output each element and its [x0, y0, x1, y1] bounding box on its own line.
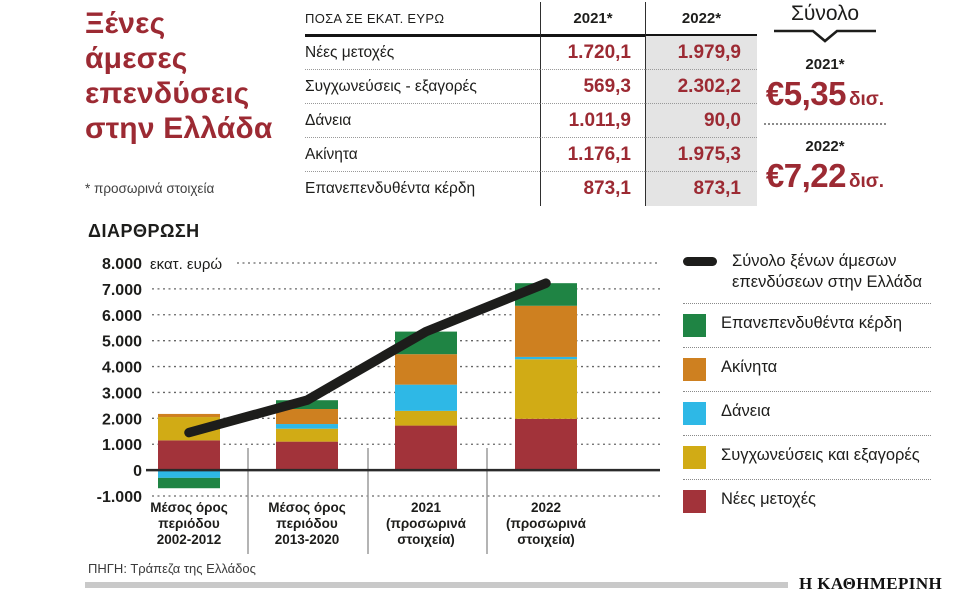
y-axis-tick-label: 0 — [133, 463, 142, 480]
x-axis-category-label: Μέσος όρος περιόδου 2002-2012 — [150, 500, 227, 547]
total-unit: δισ. — [849, 171, 885, 192]
x-axis-category-label: Μέσος όρος περιόδου 2013-2020 — [268, 500, 345, 547]
totals-heading: Σύνολο — [790, 2, 860, 25]
total-year-2021: 2021* — [805, 56, 845, 73]
page-title-line: επενδύσεις — [85, 77, 250, 110]
table-column-header-2022: 2022* — [645, 2, 757, 37]
y-axis-tick-label: 4.000 — [102, 360, 142, 377]
data-table: ΠΟΣΑ ΣΕ ΕΚΑΤ. ΕΥΡΩ 2021* 2022* Νέες μετο… — [305, 2, 757, 206]
bar-segment — [515, 356, 577, 360]
y-axis-tick-label: 7.000 — [102, 282, 142, 299]
y-axis-tick-label: 3.000 — [102, 385, 142, 402]
legend-line-swatch — [683, 257, 717, 266]
bar-segment — [158, 477, 220, 489]
total-unit: δισ. — [849, 89, 885, 110]
legend-label: Επανεπενδυθέντα κέρδη — [721, 314, 903, 332]
legend-item: Σύνολο ξένων άμεσων επενδύσεων στην Ελλά… — [683, 242, 931, 304]
bar-segment — [158, 470, 220, 478]
totals-panel: Σύνολο 2021* €5,35 δισ. 2022* €7,22 δισ. — [758, 2, 892, 195]
table-cell-2022: 90,0 — [645, 104, 757, 138]
bar-segment — [395, 354, 457, 385]
total-value: 5,35 — [783, 75, 847, 112]
bar-segment — [276, 424, 338, 429]
table-cell-2022: 1.975,3 — [645, 138, 757, 172]
legend-color-swatch — [683, 358, 706, 381]
page-title-line: Ξένες — [85, 7, 166, 40]
x-axis-category-label: 2022 (προσωρινά στοιχεία) — [506, 500, 587, 547]
bar-segment — [515, 359, 577, 419]
total-amount-2022: €7,22 δισ. — [758, 157, 892, 195]
legend-label: Ακίνητα — [721, 358, 778, 376]
chart-legend: Σύνολο ξένων άμεσων επενδύσεων στην Ελλά… — [683, 242, 931, 523]
table-cell-2021: 873,1 — [540, 172, 645, 206]
table-row-label: Δάνεια — [305, 104, 540, 138]
table-row-label: Νέες μετοχές — [305, 36, 540, 70]
total-amount-2021: €5,35 δισ. — [758, 75, 892, 113]
legend-label: Νέες μετοχές — [721, 490, 817, 508]
bar-segment — [158, 440, 220, 471]
page-title-line: στην Ελλάδα — [85, 112, 273, 145]
bar-segment — [276, 441, 338, 471]
table-cell-2021: 1.011,9 — [540, 104, 645, 138]
chart-heading: ΔΙΑΡΘΡΩΣΗ — [88, 221, 200, 241]
y-axis-tick-label: 5.000 — [102, 334, 142, 351]
table-cell-2021: 1.720,1 — [540, 36, 645, 70]
legend-item: Συγχωνεύσεις και εξαγορές — [683, 436, 931, 480]
y-axis-tick-label: 1.000 — [102, 437, 142, 454]
legend-item: Νέες μετοχές — [683, 480, 931, 523]
dotted-divider — [764, 123, 886, 125]
table-column-header-2021: 2021* — [540, 2, 645, 37]
footer-divider — [85, 582, 788, 588]
table-cell-2021: 569,3 — [540, 70, 645, 104]
bar-segment — [395, 410, 457, 426]
legend-label: Δάνεια — [721, 402, 771, 420]
table-row-label: Συγχωνεύσεις - εξαγορές — [305, 70, 540, 104]
legend-color-swatch — [683, 490, 706, 513]
total-value: 7,22 — [783, 157, 847, 194]
legend-item: Δάνεια — [683, 392, 931, 436]
chart-canvas: 8.000 7.000 6.000 5.000 4.000 3.000 2.000 1.000… — [97, 256, 660, 554]
y-axis-tick-label: -1.000 — [97, 489, 142, 506]
legend-item: Επανεπενδυθέντα κέρδη — [683, 304, 931, 348]
y-axis-tick-label: 6.000 — [102, 308, 142, 325]
bar-segment — [395, 425, 457, 471]
legend-color-swatch — [683, 446, 706, 469]
bar-segment — [515, 305, 577, 357]
y-axis-tick-label: 2.000 — [102, 411, 142, 428]
publisher-logo: Η ΚΑΘΗΜΕΡΙΝΗ — [799, 574, 943, 593]
table-row-label: Ακίνητα — [305, 138, 540, 172]
bar-segment — [395, 384, 457, 411]
table-cell-2022: 1.979,9 — [645, 36, 757, 70]
y-axis-unit-label: εκατ. ευρώ — [150, 256, 222, 273]
table-cell-2022: 2.302,2 — [645, 70, 757, 104]
bar-segment — [276, 428, 338, 442]
x-axis-category-label: 2021 (προσωρινά στοιχεία) — [386, 500, 467, 547]
legend-label: Συγχωνεύσεις και εξαγορές — [721, 446, 920, 464]
currency-symbol: € — [765, 75, 784, 112]
table-row-label: Επανεπενδυθέντα κέρδη — [305, 180, 476, 197]
bar-segment — [158, 413, 220, 418]
table-cell-2022: 873,1 — [645, 172, 757, 206]
bracket-icon — [774, 29, 876, 43]
total-line — [184, 278, 551, 438]
y-axis-tick-label: 8.000 — [102, 256, 142, 273]
legend-color-swatch — [683, 402, 706, 425]
stacked-chart: 8.000 7.000 6.000 5.000 4.000 3.000 2.000 1.000… — [82, 248, 667, 560]
bar-segment — [276, 409, 338, 425]
table-cell-2021: 1.176,1 — [540, 138, 645, 172]
currency-symbol: € — [765, 157, 784, 194]
legend-item: Ακίνητα — [683, 348, 931, 392]
legend-color-swatch — [683, 314, 706, 337]
page-title: Ξένες άμεσες επενδύσεις στην Ελλάδα — [85, 6, 300, 146]
page-title-line: άμεσες — [85, 42, 188, 75]
footnote: * προσωρινά στοιχεία — [85, 181, 215, 196]
bar-segment — [515, 418, 577, 471]
source-credit: ΠΗΓΗ: Τράπεζα της Ελλάδος — [88, 561, 256, 576]
table-unit-header: ΠΟΣΑ ΣΕ ΕΚΑΤ. ΕΥΡΩ — [305, 2, 540, 37]
legend-label: Σύνολο ξένων άμεσων επενδύσεων στην Ελλά… — [732, 252, 923, 291]
total-year-2022: 2022* — [805, 138, 845, 155]
